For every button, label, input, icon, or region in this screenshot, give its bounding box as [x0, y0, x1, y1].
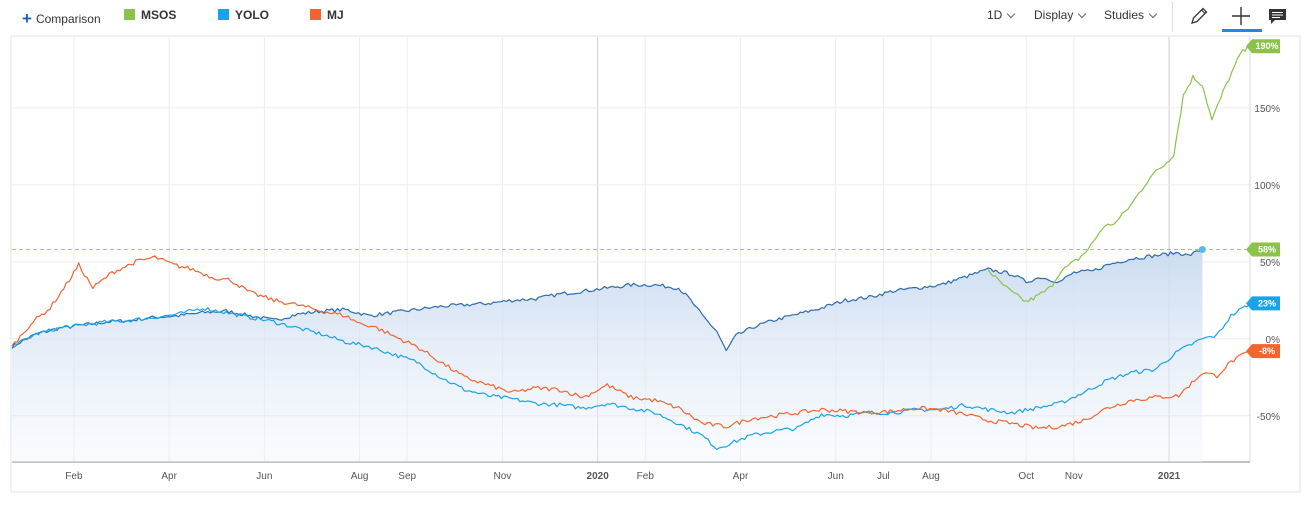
x-tick-label: Apr: [733, 471, 749, 482]
x-tick-label: Nov: [1065, 471, 1083, 482]
display-label: Display: [1034, 8, 1074, 22]
legend-item-msos[interactable]: MSOS: [124, 8, 176, 22]
chart-frame: [10, 35, 1301, 493]
chart-toolbar: + Comparison MSOS YOLO MJ 1D Display Stud…: [0, 0, 1306, 34]
legend-label-mj: MJ: [327, 8, 344, 22]
end-value-badge: 190%: [1246, 39, 1280, 54]
series-line-msos: [987, 45, 1251, 303]
mj-swatch: [310, 9, 321, 20]
badge-text: 23%: [1258, 298, 1276, 308]
badge-text: -8%: [1259, 346, 1275, 356]
x-tick-label: Jul: [877, 471, 890, 482]
x-tick-label: 2021: [1158, 471, 1181, 482]
badge-shape: [1246, 242, 1280, 257]
end-value-badge: -8%: [1246, 344, 1280, 359]
display-dropdown[interactable]: Display: [1034, 8, 1087, 22]
x-tick-label: Feb: [65, 471, 83, 482]
badge-text: 190%: [1255, 41, 1278, 51]
studies-dropdown[interactable]: Studies: [1104, 8, 1158, 22]
x-tick-label: Feb: [637, 471, 655, 482]
series-line-yolo: [11, 303, 1251, 451]
legend-label-msos: MSOS: [141, 8, 177, 22]
legend-label-yolo: YOLO: [235, 8, 270, 22]
benchmark-end-marker: [1198, 246, 1206, 253]
x-tick-label: Aug: [922, 471, 940, 482]
yolo-swatch: [218, 9, 229, 20]
crosshair-tool-button[interactable]: [1228, 4, 1254, 28]
annotation-tool-button[interactable]: [1265, 4, 1291, 28]
y-tick-label: 150%: [1254, 104, 1280, 115]
msos-swatch: [124, 9, 135, 20]
comment-icon: [1269, 9, 1286, 24]
x-tick-label: 2020: [587, 471, 610, 482]
end-value-badge: 23%: [1246, 296, 1280, 311]
interval-dropdown[interactable]: 1D: [987, 8, 1016, 22]
x-tick-label: Jun: [256, 471, 272, 482]
crosshair-icon: [1232, 7, 1250, 25]
end-value-badge: 58%: [1246, 242, 1280, 257]
legend-item-yolo[interactable]: YOLO: [218, 8, 269, 22]
y-tick-label: 50%: [1260, 258, 1280, 269]
x-tick-label: Apr: [161, 471, 177, 482]
y-tick-label: 0%: [1266, 335, 1281, 346]
series-line-benchmark: [11, 248, 1203, 352]
badge-shape: [1246, 39, 1280, 54]
pencil-icon: [1191, 7, 1208, 24]
toolbar-divider: [1172, 2, 1173, 32]
interval-label: 1D: [987, 8, 1003, 22]
badge-shape: [1246, 296, 1280, 311]
y-tick-label: 100%: [1254, 181, 1280, 192]
badge-shape: [1246, 344, 1280, 359]
x-tick-label: Nov: [494, 471, 512, 482]
y-tick-label: -50%: [1257, 412, 1280, 423]
x-tick-label: Sep: [398, 471, 416, 482]
badge-text: 58%: [1258, 245, 1276, 255]
x-tick-label: Oct: [1018, 471, 1034, 482]
studies-label: Studies: [1104, 8, 1145, 22]
plus-icon: +: [22, 9, 32, 28]
series-line-mj: [11, 255, 1251, 430]
x-tick-label: Jun: [828, 471, 844, 482]
active-tool-indicator: [1222, 29, 1262, 32]
x-tick-label: Aug: [351, 471, 369, 482]
comparison-label: Comparison: [35, 12, 101, 26]
add-comparison-button[interactable]: + Comparison: [22, 8, 101, 28]
benchmark-area: [12, 249, 1203, 462]
draw-tool-button[interactable]: [1186, 4, 1212, 28]
legend-item-mj[interactable]: MJ: [310, 8, 344, 22]
